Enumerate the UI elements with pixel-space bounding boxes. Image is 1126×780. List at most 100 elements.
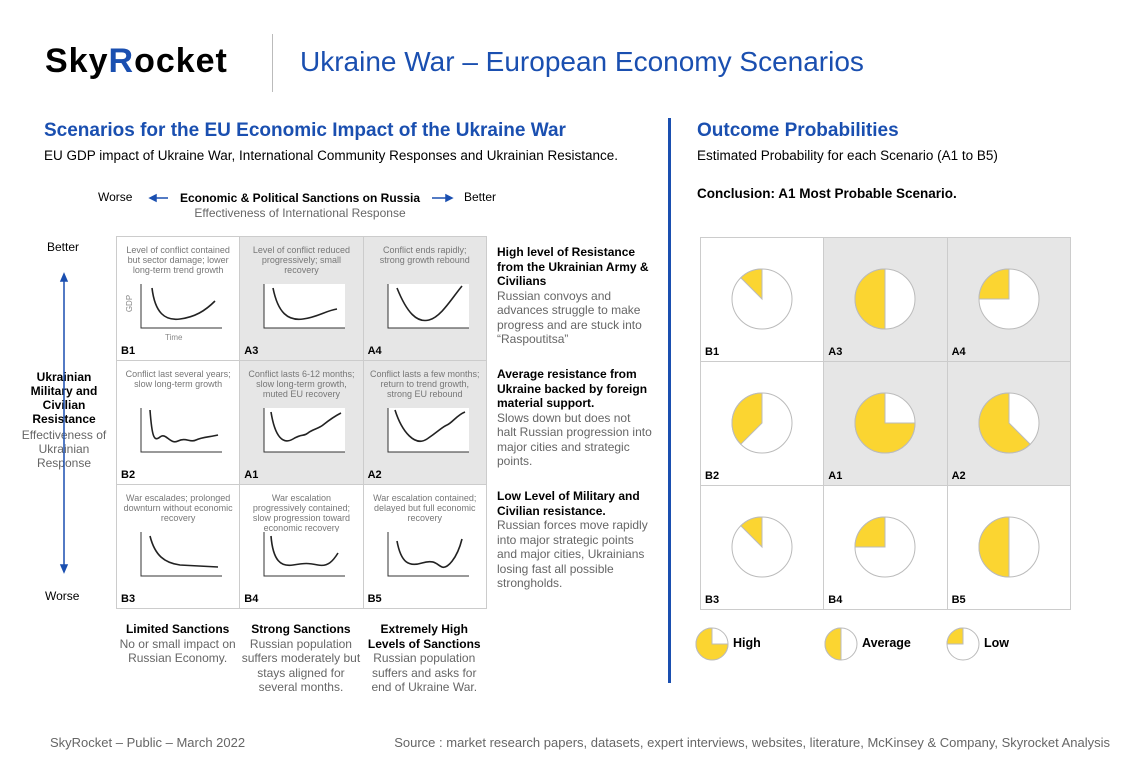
mini-chart xyxy=(140,284,222,329)
conclusion: Conclusion: A1 Most Probable Scenario. xyxy=(697,186,957,201)
scenario-cell: War escalades; prolonged downturn withou… xyxy=(116,484,241,609)
cell-text: Conflict lasts 6-12 months; slow long-te… xyxy=(248,369,355,399)
chart-axes xyxy=(387,284,469,329)
cell-id: B4 xyxy=(244,593,259,605)
cell-id: B5 xyxy=(951,594,966,606)
chart-axes xyxy=(387,532,469,577)
mini-chart xyxy=(140,408,222,453)
cell-id: B5 xyxy=(367,593,382,605)
row-text: Russian convoys and advances struggle to… xyxy=(497,288,642,347)
cell-text: Conflict lasts a few months; return to t… xyxy=(369,369,480,399)
logo-part: Sky xyxy=(45,42,109,80)
chart-bg xyxy=(264,284,346,328)
scenario-cell: War escalation progressively contained; … xyxy=(239,484,364,609)
gdp-curve xyxy=(149,409,219,443)
column-title: Limited Sanctions xyxy=(125,622,230,636)
cell-id: B3 xyxy=(705,594,720,606)
pie-wedge xyxy=(731,392,763,445)
pie-wedge xyxy=(854,268,886,330)
pie-chart xyxy=(978,268,1040,330)
logo: SkyRocket xyxy=(45,42,228,81)
cell-id: A3 xyxy=(828,346,843,358)
chart-bg xyxy=(264,532,346,576)
mini-chart xyxy=(263,408,346,453)
outcome-cell: B1 xyxy=(700,237,825,362)
cell-text: War escalades; prolonged downturn withou… xyxy=(123,493,233,523)
row-description: High level of Resistance from the Ukrain… xyxy=(497,245,652,347)
cell-id: A4 xyxy=(367,345,382,357)
gdp-curve xyxy=(395,285,463,322)
mini-chart xyxy=(387,408,469,453)
chart-axes xyxy=(263,408,346,453)
cell-id: B2 xyxy=(121,469,136,481)
mini-chart xyxy=(387,532,469,577)
gdp-curve xyxy=(393,409,465,442)
cell-id: B1 xyxy=(705,346,720,358)
pie-chart xyxy=(978,392,1040,454)
cell-id: A1 xyxy=(828,470,843,482)
column-text: Russian population suffers moderately bu… xyxy=(241,636,361,695)
axis-end: Better xyxy=(47,240,80,254)
pie-wedge xyxy=(854,392,916,454)
pie-wedge xyxy=(695,627,729,661)
row-text: Russian forces move rapidly into major s… xyxy=(497,518,648,590)
cell-text: War escalation progressively contained; … xyxy=(252,493,350,533)
axis-end: Worse xyxy=(98,190,133,204)
section-subtitle: Estimated Probability for each Scenario … xyxy=(697,148,998,163)
pie-wedge xyxy=(740,516,763,549)
cell-id: B4 xyxy=(828,594,843,606)
cell-id: A3 xyxy=(244,345,259,357)
page-title: Ukraine War – European Economy Scenarios xyxy=(300,46,864,77)
section-subtitle: EU GDP impact of Ukraine War, Internatio… xyxy=(44,148,619,163)
cell-text: Level of conflict contained but sector d… xyxy=(126,245,230,275)
chart-bg xyxy=(387,284,469,328)
chart-axes xyxy=(140,532,222,577)
column-title: Extremely High Levels of Sanctions xyxy=(367,622,481,651)
cell-id: A1 xyxy=(244,469,259,481)
pie-chart xyxy=(854,516,916,578)
chart-bg xyxy=(141,532,222,576)
divider xyxy=(272,34,273,92)
legend-label: Average xyxy=(862,636,911,650)
pie-wedge xyxy=(854,516,886,548)
axis-label: GDP xyxy=(125,294,135,313)
mini-chart xyxy=(387,284,469,329)
pie-wedge xyxy=(824,627,842,661)
section-title: Outcome Probabilities xyxy=(697,120,899,141)
cell-id: A4 xyxy=(951,346,966,358)
chart-axes xyxy=(387,408,469,453)
pie-chart xyxy=(731,268,793,330)
row-description: Average resistance from Ukraine backed b… xyxy=(497,367,652,469)
axis-end: Better xyxy=(464,190,497,204)
chart-axes xyxy=(140,284,222,329)
chart-axes xyxy=(263,284,346,329)
cell-id: B3 xyxy=(121,593,136,605)
scenario-cell: Conflict last several years; slow long-t… xyxy=(116,360,241,485)
outcome-cell: B3 xyxy=(700,485,825,610)
gdp-curve xyxy=(149,535,219,568)
legend-pie xyxy=(695,627,729,661)
row-description: Low Level of Military and Civilian resis… xyxy=(497,489,652,591)
pie-wedge xyxy=(978,268,1010,300)
cell-text: Conflict last several years; slow long-t… xyxy=(125,369,231,389)
outcome-cell: A2 xyxy=(946,361,1071,486)
cell-id: A2 xyxy=(367,469,382,481)
gdp-curve xyxy=(272,287,338,321)
pie-wedge xyxy=(946,627,964,645)
logo-part: R xyxy=(108,42,135,80)
divider xyxy=(668,118,671,683)
scenario-cell: Level of conflict contained but sector d… xyxy=(116,236,241,361)
gdp-curve xyxy=(151,287,216,321)
outcome-cell: A4 xyxy=(946,237,1071,362)
legend-label: High xyxy=(733,636,761,650)
cell-id: B1 xyxy=(121,345,136,357)
logo-part: ocket xyxy=(134,42,228,80)
pie-chart xyxy=(731,516,793,578)
chart-bg xyxy=(264,408,346,452)
cell-text: Conflict ends rapidly; strong growth reb… xyxy=(379,245,470,265)
scenario-cell: War escalation contained; delayed but fu… xyxy=(362,484,487,609)
axis-label: Economic & Political Sanctions on Russia xyxy=(179,191,421,205)
pie-chart xyxy=(854,268,916,330)
outcome-cell: B2 xyxy=(700,361,825,486)
